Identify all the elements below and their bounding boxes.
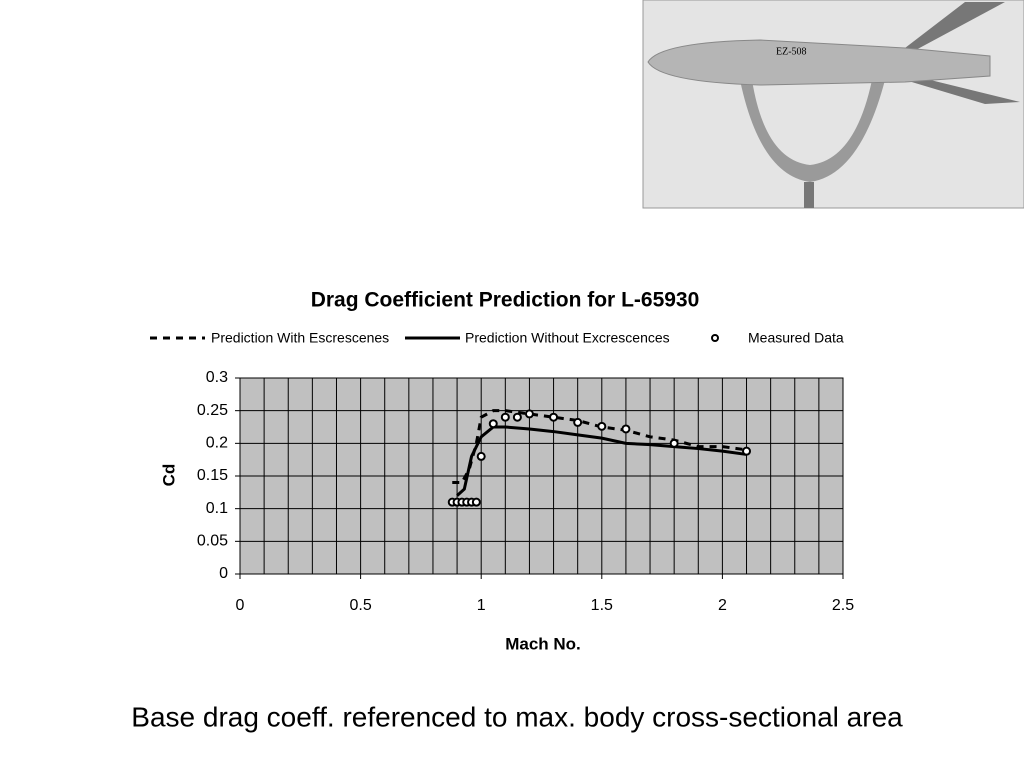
y-tick-label: 0.05 [197, 533, 228, 550]
rocket-body [647, 39, 991, 86]
data-point [621, 424, 631, 434]
y-tick-label: 0.1 [206, 500, 228, 517]
fin [905, 2, 1005, 52]
data-point [549, 412, 559, 422]
series-line [456, 425, 747, 497]
photo-background [642, 0, 1024, 209]
legend-label: Prediction With Escrescenes [211, 330, 389, 346]
y-tick-label: 0.15 [197, 467, 228, 484]
y-tick-label: 0.2 [206, 435, 228, 452]
x-tick-label: 2 [718, 597, 727, 614]
x-tick-label: 0 [236, 597, 245, 614]
caption: Base drag coeff. referenced to max. body… [131, 701, 903, 732]
plot [239, 377, 844, 575]
x-tick-label: 1 [477, 597, 486, 614]
data-point [512, 412, 522, 422]
photo: EZ-508 [642, 0, 1024, 209]
data-point [471, 497, 481, 507]
chart-title: Drag Coefficient Prediction for L-65930 [311, 289, 700, 312]
data-point [500, 412, 510, 422]
legend: Prediction With Escrescenes Prediction Wi… [150, 330, 844, 346]
x-axis-label: Mach No. [505, 634, 581, 653]
y-tick-label: 0 [219, 565, 228, 582]
x-tick-label: 0.5 [349, 597, 371, 614]
x-tick-label: 2.5 [832, 597, 854, 614]
data-point [669, 438, 679, 448]
fin [905, 75, 1020, 104]
stand [740, 80, 885, 182]
data-point [573, 417, 583, 427]
stand-post [804, 182, 814, 208]
y-tick-label: 0.3 [206, 369, 228, 386]
legend-marker [711, 334, 719, 342]
data-point [476, 451, 486, 461]
legend-label: Prediction Without Excrescences [465, 330, 670, 346]
data-point [597, 421, 607, 431]
y-tick-label: 0.25 [197, 402, 228, 419]
data-point [488, 419, 498, 429]
data-point [524, 409, 534, 419]
photo-label: EZ-508 [776, 46, 807, 57]
x-tick-label: 1.5 [591, 597, 613, 614]
legend-label: Measured Data [748, 330, 844, 346]
data-point [742, 446, 752, 456]
y-axis-label: Cd [159, 464, 178, 487]
